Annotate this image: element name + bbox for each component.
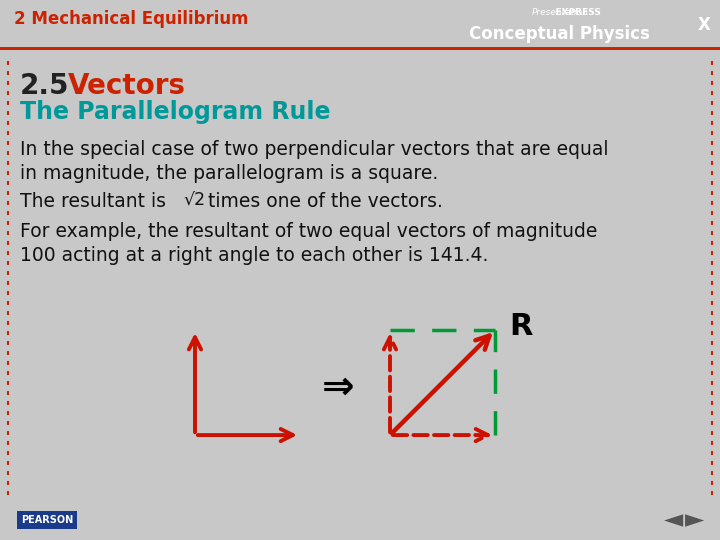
Text: R: R — [509, 312, 533, 341]
Text: 2.5: 2.5 — [20, 72, 70, 100]
Text: X: X — [698, 16, 710, 34]
Text: √2: √2 — [183, 192, 205, 210]
Text: Presentation: Presentation — [531, 8, 588, 17]
Text: EXPRESS: EXPRESS — [518, 8, 601, 17]
Text: times one of the vectors.: times one of the vectors. — [202, 192, 443, 211]
Text: in magnitude, the parallelogram is a square.: in magnitude, the parallelogram is a squ… — [20, 164, 438, 183]
Text: ⇒: ⇒ — [322, 369, 354, 407]
Text: The resultant is: The resultant is — [20, 192, 172, 211]
Text: 2 Mechanical Equilibrium: 2 Mechanical Equilibrium — [14, 10, 249, 28]
Text: ►: ► — [685, 508, 704, 532]
Text: The Parallelogram Rule: The Parallelogram Rule — [20, 100, 330, 124]
Text: PEARSON: PEARSON — [21, 515, 73, 525]
Text: In the special case of two perpendicular vectors that are equal: In the special case of two perpendicular… — [20, 140, 608, 159]
Text: Vectors: Vectors — [68, 72, 186, 100]
Text: ◄: ◄ — [664, 508, 683, 532]
Text: 100 acting at a right angle to each other is 141.4.: 100 acting at a right angle to each othe… — [20, 246, 488, 265]
Text: Conceptual Physics: Conceptual Physics — [469, 25, 650, 43]
Text: For example, the resultant of two equal vectors of magnitude: For example, the resultant of two equal … — [20, 222, 598, 241]
